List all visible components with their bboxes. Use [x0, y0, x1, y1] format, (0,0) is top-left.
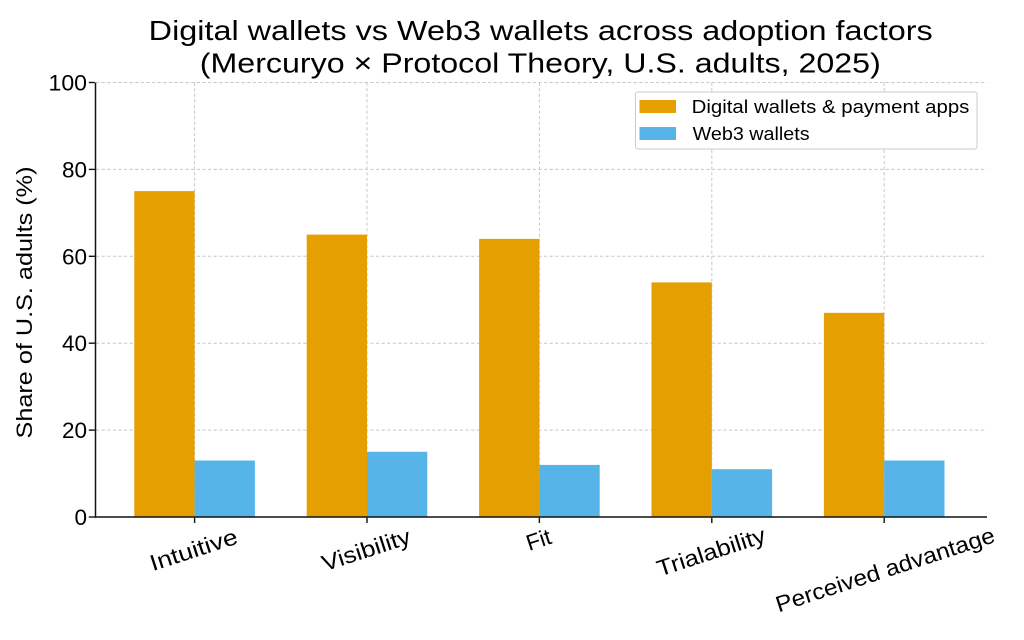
svg-text:Digital wallets & payment apps: Digital wallets & payment apps — [692, 97, 970, 117]
svg-text:Web3 wallets: Web3 wallets — [693, 124, 810, 144]
svg-text:(Mercuryo × Protocol Theory, U: (Mercuryo × Protocol Theory, U.S. adults… — [200, 47, 881, 78]
svg-text:100: 100 — [49, 71, 88, 96]
svg-text:80: 80 — [62, 157, 87, 182]
svg-text:Share of U.S. adults (%): Share of U.S. adults (%) — [12, 167, 37, 439]
svg-text:20: 20 — [62, 418, 87, 443]
svg-text:0: 0 — [74, 505, 87, 530]
svg-text:40: 40 — [62, 331, 87, 356]
svg-text:Digital wallets vs Web3 wallet: Digital wallets vs Web3 wallets across a… — [149, 15, 933, 46]
svg-text:60: 60 — [62, 244, 87, 269]
